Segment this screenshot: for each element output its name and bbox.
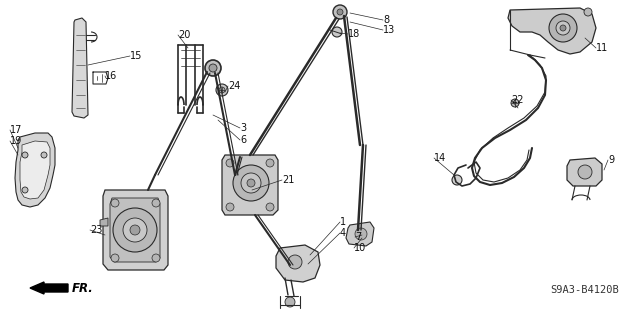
Circle shape xyxy=(123,218,147,242)
Polygon shape xyxy=(222,155,278,215)
Text: 3: 3 xyxy=(240,123,246,133)
Circle shape xyxy=(233,165,269,201)
Circle shape xyxy=(41,152,47,158)
Text: 14: 14 xyxy=(434,153,446,163)
Text: 23: 23 xyxy=(90,225,102,235)
Circle shape xyxy=(22,152,28,158)
Circle shape xyxy=(549,14,577,42)
Circle shape xyxy=(247,179,255,187)
Polygon shape xyxy=(15,133,55,207)
Circle shape xyxy=(216,84,228,96)
Circle shape xyxy=(556,21,570,35)
Circle shape xyxy=(111,254,119,262)
Text: 21: 21 xyxy=(282,175,294,185)
Polygon shape xyxy=(72,18,88,118)
Circle shape xyxy=(288,255,302,269)
Circle shape xyxy=(266,159,274,167)
Text: 9: 9 xyxy=(608,155,614,165)
Polygon shape xyxy=(20,141,50,199)
Circle shape xyxy=(578,165,592,179)
Circle shape xyxy=(152,254,160,262)
Text: FR.: FR. xyxy=(72,281,93,294)
Circle shape xyxy=(332,27,342,37)
Text: 11: 11 xyxy=(596,43,608,53)
Circle shape xyxy=(285,297,295,307)
Circle shape xyxy=(560,25,566,31)
Circle shape xyxy=(452,175,462,185)
FancyArrow shape xyxy=(30,282,68,294)
Text: 22: 22 xyxy=(511,95,524,105)
Circle shape xyxy=(584,8,592,16)
Text: 15: 15 xyxy=(130,51,142,61)
Text: S9A3-B4120B: S9A3-B4120B xyxy=(550,285,619,295)
Text: 17: 17 xyxy=(10,125,22,135)
Circle shape xyxy=(130,225,140,235)
Circle shape xyxy=(22,187,28,193)
Polygon shape xyxy=(276,245,320,282)
Circle shape xyxy=(337,9,343,15)
Text: 4: 4 xyxy=(340,228,346,238)
Circle shape xyxy=(333,5,347,19)
Circle shape xyxy=(113,208,157,252)
Text: 7: 7 xyxy=(355,232,361,242)
Polygon shape xyxy=(508,8,596,54)
Text: 10: 10 xyxy=(354,243,366,253)
Text: 20: 20 xyxy=(178,30,190,40)
Circle shape xyxy=(266,203,274,211)
Circle shape xyxy=(226,203,234,211)
Circle shape xyxy=(111,199,119,207)
Text: 16: 16 xyxy=(105,71,117,81)
Circle shape xyxy=(209,64,217,72)
Circle shape xyxy=(355,228,367,240)
Polygon shape xyxy=(103,190,168,270)
Circle shape xyxy=(219,87,225,93)
Circle shape xyxy=(226,159,234,167)
Text: 19: 19 xyxy=(10,136,22,146)
Text: 6: 6 xyxy=(240,135,246,145)
Text: 1: 1 xyxy=(340,217,346,227)
Circle shape xyxy=(511,99,519,107)
Polygon shape xyxy=(100,218,108,226)
Polygon shape xyxy=(346,222,374,246)
Circle shape xyxy=(152,199,160,207)
Polygon shape xyxy=(567,158,602,186)
Text: 13: 13 xyxy=(383,25,396,35)
Text: 8: 8 xyxy=(383,15,389,25)
Polygon shape xyxy=(110,198,160,262)
Circle shape xyxy=(205,60,221,76)
Circle shape xyxy=(241,173,261,193)
Text: 24: 24 xyxy=(228,81,241,91)
Text: 18: 18 xyxy=(348,29,360,39)
